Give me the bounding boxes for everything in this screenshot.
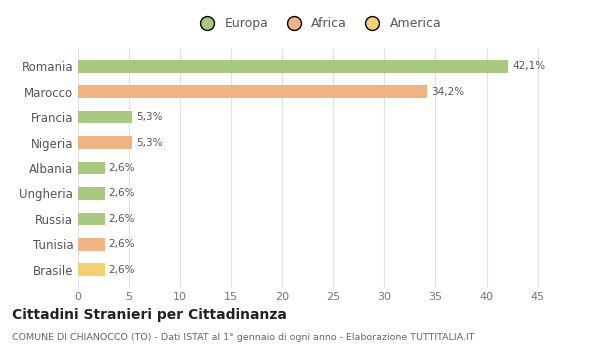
Bar [78, 162, 104, 174]
Text: 5,3%: 5,3% [136, 112, 163, 122]
Text: 2,6%: 2,6% [109, 188, 135, 198]
Text: 5,3%: 5,3% [136, 138, 163, 148]
Bar [78, 187, 104, 200]
Bar [78, 136, 132, 149]
Bar [78, 212, 104, 225]
Bar [78, 238, 104, 251]
Legend: Europa, Africa, America: Europa, Africa, America [190, 12, 446, 35]
Text: Cittadini Stranieri per Cittadinanza: Cittadini Stranieri per Cittadinanza [12, 308, 287, 322]
Text: 34,2%: 34,2% [431, 87, 464, 97]
Bar [78, 264, 104, 276]
Text: 42,1%: 42,1% [512, 61, 545, 71]
Text: 2,6%: 2,6% [109, 163, 135, 173]
Bar [78, 60, 508, 72]
Text: 2,6%: 2,6% [109, 214, 135, 224]
Text: COMUNE DI CHIANOCCO (TO) - Dati ISTAT al 1° gennaio di ogni anno - Elaborazione : COMUNE DI CHIANOCCO (TO) - Dati ISTAT al… [12, 332, 475, 342]
Bar [78, 85, 427, 98]
Text: 2,6%: 2,6% [109, 239, 135, 249]
Text: 2,6%: 2,6% [109, 265, 135, 275]
Bar [78, 111, 132, 124]
